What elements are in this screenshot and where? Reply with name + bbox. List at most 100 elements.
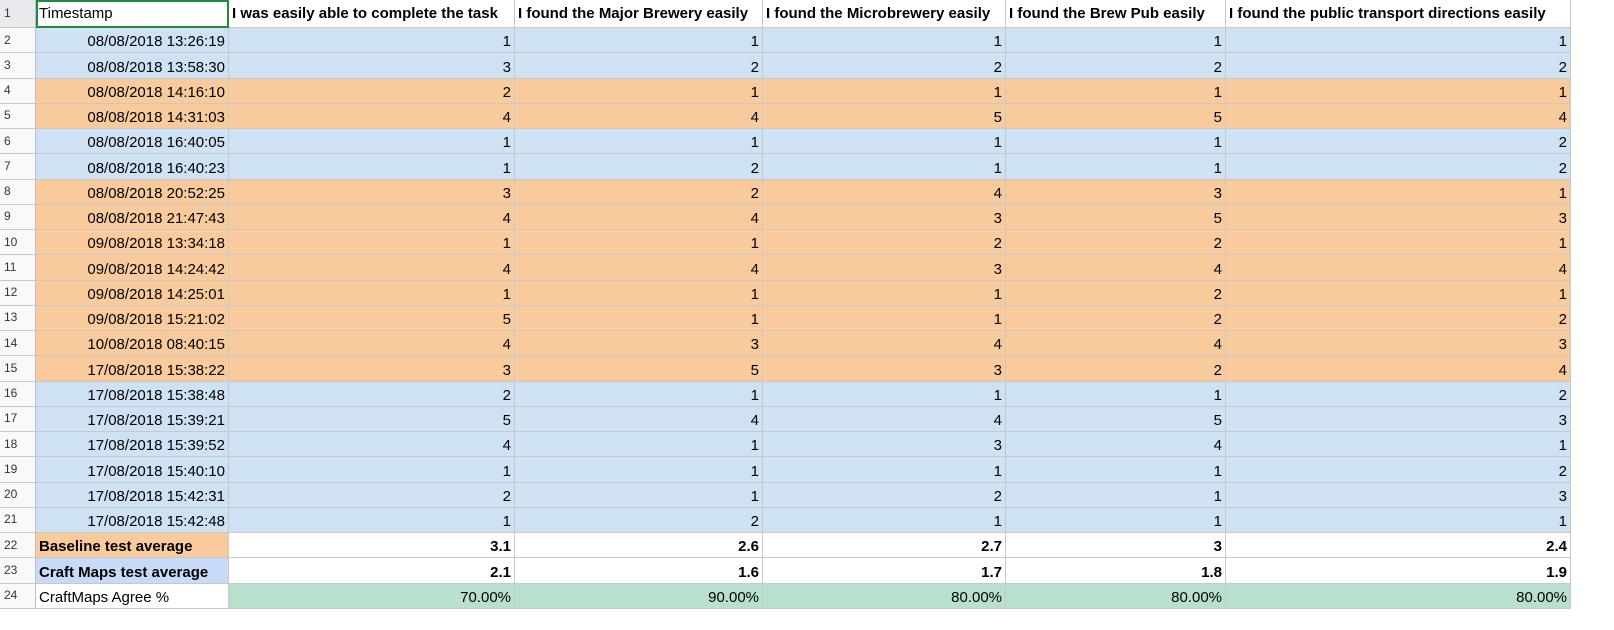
response-cell[interactable]: 1: [1226, 280, 1571, 306]
response-cell[interactable]: 4: [1226, 356, 1571, 382]
response-cell[interactable]: 2: [1226, 129, 1571, 155]
response-cell[interactable]: 4: [1226, 103, 1571, 129]
summary-value-cell[interactable]: 3: [1006, 533, 1226, 559]
response-cell[interactable]: 2: [1226, 457, 1571, 483]
response-cell[interactable]: 1: [229, 154, 515, 180]
header-major-brewery[interactable]: I found the Major Brewery easily: [515, 0, 763, 28]
response-cell[interactable]: 1: [515, 457, 763, 483]
row-header[interactable]: 18: [0, 432, 36, 458]
response-cell[interactable]: 4: [229, 331, 515, 357]
row-header[interactable]: 9: [0, 204, 36, 230]
response-cell[interactable]: 1: [1226, 507, 1571, 533]
response-cell[interactable]: 5: [1006, 406, 1226, 432]
response-cell[interactable]: 1: [515, 78, 763, 104]
summary-value-cell[interactable]: 90.00%: [515, 583, 763, 609]
response-cell[interactable]: 1: [1226, 230, 1571, 256]
response-cell[interactable]: 1: [1006, 482, 1226, 508]
response-cell[interactable]: 1: [763, 28, 1006, 54]
response-cell[interactable]: 4: [763, 406, 1006, 432]
response-cell[interactable]: 1: [763, 280, 1006, 306]
response-cell[interactable]: 1: [1226, 78, 1571, 104]
response-cell[interactable]: 2: [1226, 381, 1571, 407]
timestamp-cell[interactable]: 09/08/2018 14:25:01: [36, 280, 229, 306]
response-cell[interactable]: 1: [1006, 507, 1226, 533]
response-cell[interactable]: 1: [515, 305, 763, 331]
summary-value-cell[interactable]: 70.00%: [229, 583, 515, 609]
timestamp-cell[interactable]: 17/08/2018 15:38:48: [36, 381, 229, 407]
response-cell[interactable]: 4: [229, 255, 515, 281]
response-cell[interactable]: 1: [1226, 432, 1571, 458]
response-cell[interactable]: 2: [515, 154, 763, 180]
row-header[interactable]: 21: [0, 507, 36, 533]
row-header[interactable]: 19: [0, 457, 36, 483]
timestamp-cell[interactable]: 17/08/2018 15:39:52: [36, 432, 229, 458]
response-cell[interactable]: 2: [515, 179, 763, 205]
response-cell[interactable]: 4: [515, 406, 763, 432]
timestamp-cell[interactable]: 09/08/2018 14:24:42: [36, 255, 229, 281]
row-header[interactable]: 6: [0, 129, 36, 155]
row-header[interactable]: 10: [0, 230, 36, 256]
response-cell[interactable]: 1: [229, 230, 515, 256]
summary-label-cell[interactable]: Craft Maps test average: [36, 558, 229, 584]
response-cell[interactable]: 2: [515, 507, 763, 533]
timestamp-cell[interactable]: 17/08/2018 15:38:22: [36, 356, 229, 382]
response-cell[interactable]: 1: [515, 129, 763, 155]
header-microbrewery[interactable]: I found the Microbrewery easily: [763, 0, 1006, 28]
response-cell[interactable]: 1: [1006, 78, 1226, 104]
response-cell[interactable]: 1: [1226, 28, 1571, 54]
response-cell[interactable]: 1: [763, 507, 1006, 533]
response-cell[interactable]: 1: [763, 305, 1006, 331]
timestamp-cell[interactable]: 09/08/2018 13:34:18: [36, 230, 229, 256]
row-header[interactable]: 22: [0, 533, 36, 559]
response-cell[interactable]: 2: [1006, 305, 1226, 331]
summary-value-cell[interactable]: 80.00%: [1006, 583, 1226, 609]
timestamp-cell[interactable]: 17/08/2018 15:40:10: [36, 457, 229, 483]
summary-label-cell[interactable]: CraftMaps Agree %: [36, 583, 229, 609]
response-cell[interactable]: 3: [1226, 406, 1571, 432]
row-header[interactable]: 23: [0, 558, 36, 584]
timestamp-cell[interactable]: 08/08/2018 13:26:19: [36, 28, 229, 54]
response-cell[interactable]: 2: [229, 78, 515, 104]
response-cell[interactable]: 1: [1226, 179, 1571, 205]
response-cell[interactable]: 1: [515, 432, 763, 458]
summary-value-cell[interactable]: 1.9: [1226, 558, 1571, 584]
response-cell[interactable]: 5: [1006, 103, 1226, 129]
response-cell[interactable]: 3: [1226, 482, 1571, 508]
timestamp-cell[interactable]: 17/08/2018 15:42:31: [36, 482, 229, 508]
timestamp-cell[interactable]: 17/08/2018 15:39:21: [36, 406, 229, 432]
row-header[interactable]: 14: [0, 331, 36, 357]
response-cell[interactable]: 1: [1006, 457, 1226, 483]
timestamp-cell[interactable]: 08/08/2018 14:31:03: [36, 103, 229, 129]
response-cell[interactable]: 4: [515, 103, 763, 129]
response-cell[interactable]: 5: [229, 406, 515, 432]
response-cell[interactable]: 4: [1226, 255, 1571, 281]
response-cell[interactable]: 1: [229, 28, 515, 54]
row-header[interactable]: 13: [0, 305, 36, 331]
response-cell[interactable]: 1: [229, 457, 515, 483]
response-cell[interactable]: 1: [1006, 381, 1226, 407]
response-cell[interactable]: 2: [1226, 154, 1571, 180]
response-cell[interactable]: 4: [1006, 432, 1226, 458]
response-cell[interactable]: 4: [1006, 331, 1226, 357]
row-header[interactable]: 3: [0, 53, 36, 79]
response-cell[interactable]: 1: [1006, 28, 1226, 54]
response-cell[interactable]: 1: [763, 381, 1006, 407]
response-cell[interactable]: 2: [1006, 230, 1226, 256]
response-cell[interactable]: 4: [763, 331, 1006, 357]
timestamp-cell[interactable]: 08/08/2018 20:52:25: [36, 179, 229, 205]
response-cell[interactable]: 2: [229, 482, 515, 508]
response-cell[interactable]: 1: [515, 482, 763, 508]
response-cell[interactable]: 2: [515, 53, 763, 79]
summary-value-cell[interactable]: 2.4: [1226, 533, 1571, 559]
row-header[interactable]: 4: [0, 78, 36, 104]
response-cell[interactable]: 3: [763, 432, 1006, 458]
response-cell[interactable]: 2: [763, 482, 1006, 508]
response-cell[interactable]: 5: [763, 103, 1006, 129]
response-cell[interactable]: 1: [1006, 129, 1226, 155]
summary-value-cell[interactable]: 2.7: [763, 533, 1006, 559]
response-cell[interactable]: 4: [515, 255, 763, 281]
summary-label-cell[interactable]: Baseline test average: [36, 533, 229, 559]
response-cell[interactable]: 3: [763, 255, 1006, 281]
row-header[interactable]: 8: [0, 179, 36, 205]
response-cell[interactable]: 3: [763, 356, 1006, 382]
